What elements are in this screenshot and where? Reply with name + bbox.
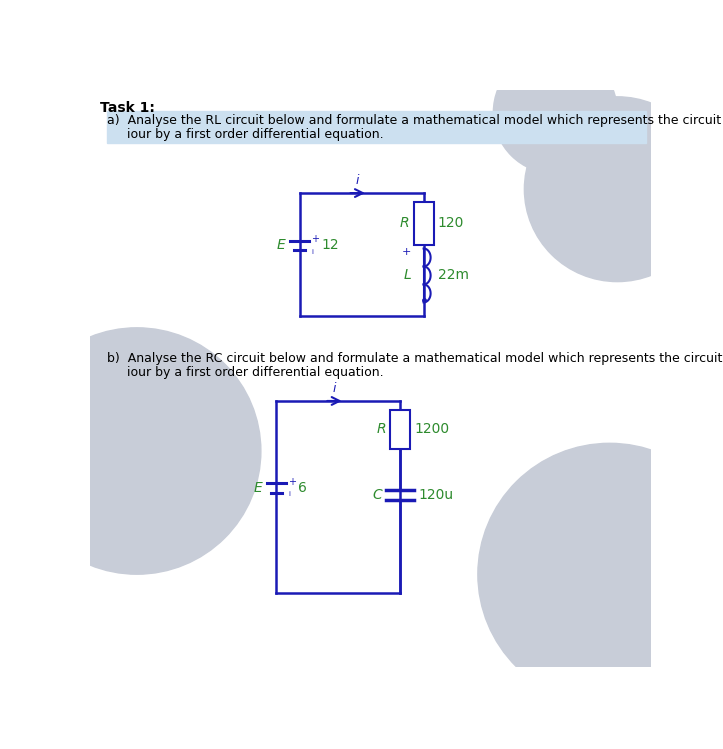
Bar [414, 202, 434, 245]
Bar [390, 410, 411, 449]
Text: E: E [254, 481, 262, 495]
Text: +: + [311, 234, 320, 244]
Text: 120: 120 [437, 216, 464, 231]
Text: i: i [356, 174, 359, 187]
Text: L: L [403, 268, 411, 282]
Circle shape [13, 328, 261, 574]
Text: +: + [288, 477, 296, 487]
Text: iour by a first order differential equation.: iour by a first order differential equat… [108, 366, 384, 379]
Text: 120u: 120u [418, 488, 453, 502]
Text: C: C [373, 488, 382, 502]
Text: 12: 12 [321, 238, 339, 252]
Text: Task 1:: Task 1: [100, 100, 155, 115]
Text: 6: 6 [298, 481, 307, 495]
Text: i: i [333, 382, 336, 395]
Text: i: i [311, 249, 313, 255]
Text: b)  Analyse the RC circuit below and formulate a mathematical model which repres: b) Analyse the RC circuit below and form… [108, 353, 723, 366]
Circle shape [524, 97, 711, 282]
Circle shape [493, 51, 617, 174]
Text: iour by a first order differential equation.: iour by a first order differential equat… [108, 127, 384, 141]
Text: +: + [402, 247, 411, 258]
Circle shape [478, 443, 723, 705]
Text: R: R [377, 422, 386, 437]
Text: R: R [400, 216, 410, 231]
Bar [108, 111, 646, 143]
Text: 22m: 22m [437, 268, 469, 282]
Text: i: i [288, 491, 290, 497]
Text: E: E [277, 238, 286, 252]
Text: a)  Analyse the RL circuit below and formulate a mathematical model which repres: a) Analyse the RL circuit below and form… [108, 114, 723, 127]
Text: 1200: 1200 [414, 422, 450, 437]
